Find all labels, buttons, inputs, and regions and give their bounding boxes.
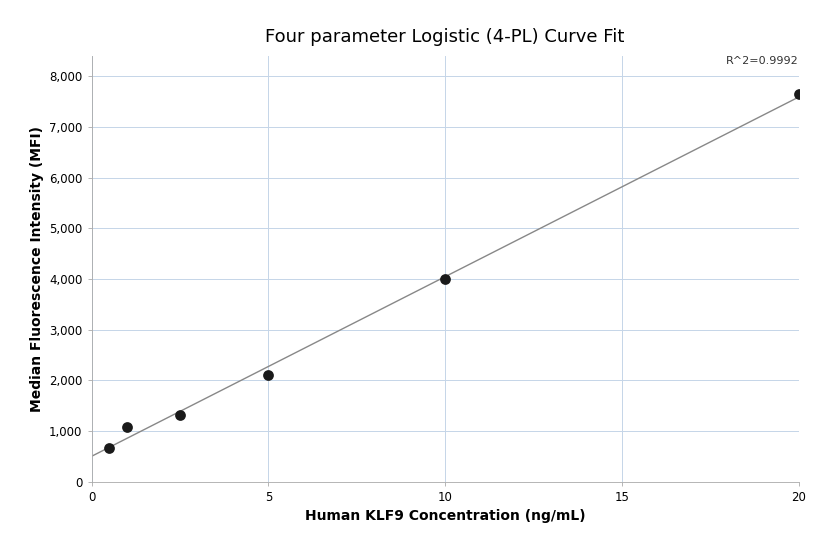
Point (262, 370, 275, 379)
Point (173, 410, 186, 419)
Point (120, 423, 133, 432)
Point (102, 443, 116, 452)
Text: R^2=0.9992: R^2=0.9992 (726, 56, 799, 66)
Title: Four parameter Logistic (4-PL) Curve Fit: Four parameter Logistic (4-PL) Curve Fit (265, 28, 625, 46)
Point (792, 90, 805, 99)
Y-axis label: Median Fluorescence Intensity (MFI): Median Fluorescence Intensity (MFI) (30, 126, 43, 412)
X-axis label: Human KLF9 Concentration (ng/mL): Human KLF9 Concentration (ng/mL) (305, 509, 586, 523)
Point (438, 274, 452, 283)
